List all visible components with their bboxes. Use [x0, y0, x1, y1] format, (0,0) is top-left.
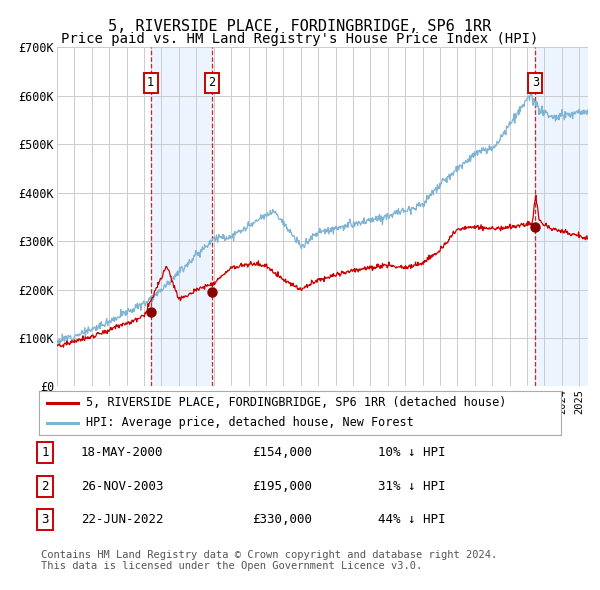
Text: 10% ↓ HPI: 10% ↓ HPI — [378, 446, 445, 459]
Text: 1: 1 — [41, 446, 49, 459]
Text: £154,000: £154,000 — [252, 446, 312, 459]
Text: Price paid vs. HM Land Registry's House Price Index (HPI): Price paid vs. HM Land Registry's House … — [61, 32, 539, 47]
Bar — [151, 47, 212, 386]
Text: 2: 2 — [208, 76, 215, 89]
Text: 5, RIVERSIDE PLACE, FORDINGBRIDGE, SP6 1RR: 5, RIVERSIDE PLACE, FORDINGBRIDGE, SP6 1… — [109, 19, 491, 34]
Text: 3: 3 — [532, 76, 539, 89]
Text: 2: 2 — [41, 480, 49, 493]
Text: 3: 3 — [41, 513, 49, 526]
Text: 26-NOV-2003: 26-NOV-2003 — [81, 480, 163, 493]
Text: Contains HM Land Registry data © Crown copyright and database right 2024.
This d: Contains HM Land Registry data © Crown c… — [41, 550, 497, 572]
Text: 5, RIVERSIDE PLACE, FORDINGBRIDGE, SP6 1RR (detached house): 5, RIVERSIDE PLACE, FORDINGBRIDGE, SP6 1… — [86, 396, 506, 409]
Text: £330,000: £330,000 — [252, 513, 312, 526]
Text: 31% ↓ HPI: 31% ↓ HPI — [378, 480, 445, 493]
Text: £195,000: £195,000 — [252, 480, 312, 493]
Text: 1: 1 — [147, 76, 154, 89]
Bar — [535, 47, 588, 386]
Text: 18-MAY-2000: 18-MAY-2000 — [81, 446, 163, 459]
Text: 44% ↓ HPI: 44% ↓ HPI — [378, 513, 445, 526]
Text: HPI: Average price, detached house, New Forest: HPI: Average price, detached house, New … — [86, 417, 414, 430]
Text: 22-JUN-2022: 22-JUN-2022 — [81, 513, 163, 526]
